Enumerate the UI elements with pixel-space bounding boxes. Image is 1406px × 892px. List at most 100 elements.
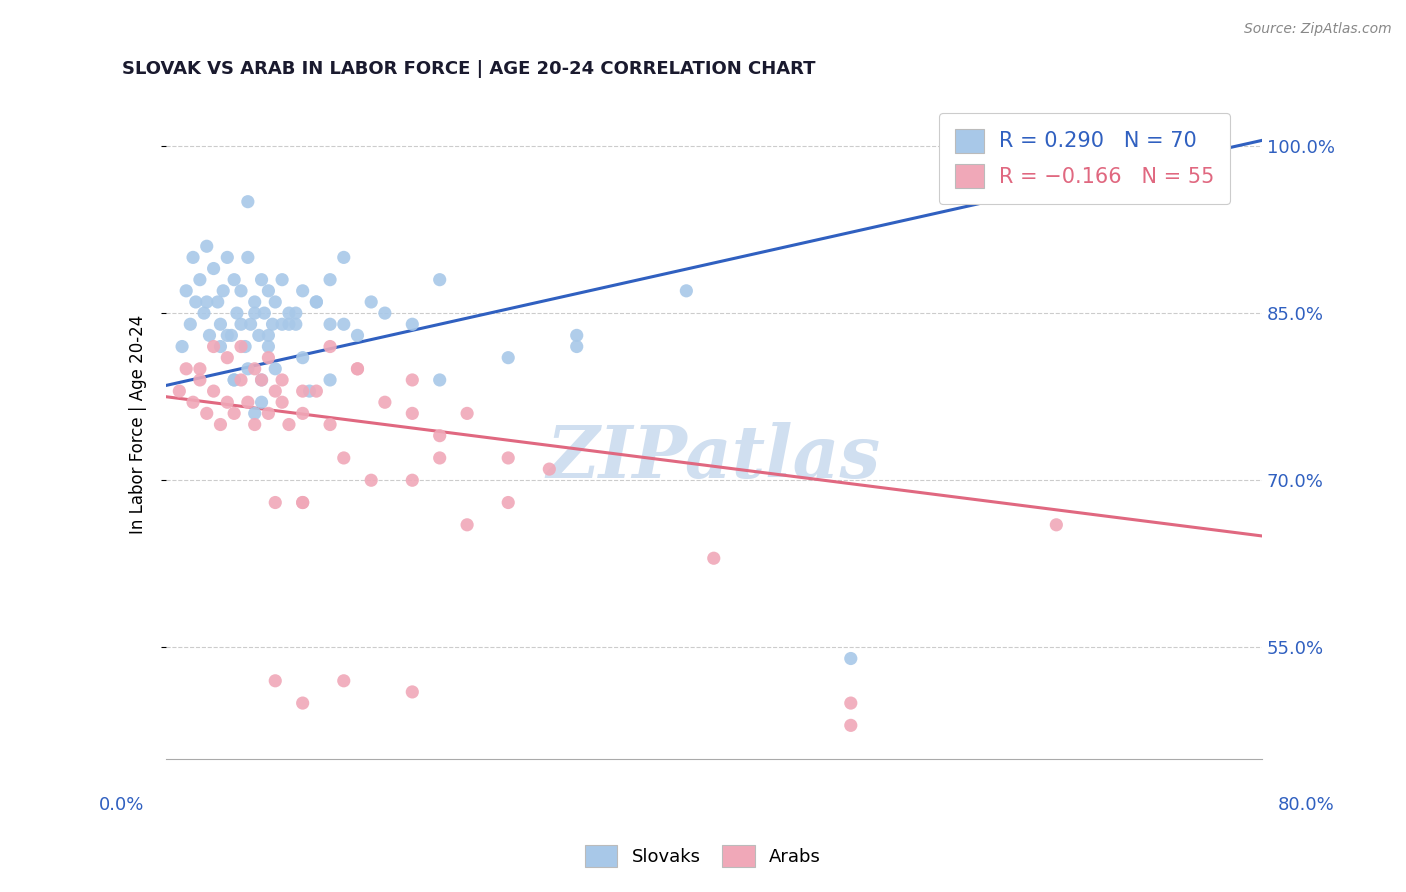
Point [401, 473, 423, 487]
Point [250, 273, 273, 287]
Point [184, 295, 207, 310]
Point [496, 450, 519, 465]
Point [401, 685, 423, 699]
Point [243, 306, 266, 320]
Point [271, 373, 294, 387]
Point [401, 318, 423, 332]
Point [217, 351, 239, 365]
Point [429, 373, 451, 387]
Point [207, 295, 229, 310]
Point [257, 328, 280, 343]
Point [291, 495, 314, 509]
Point [253, 306, 276, 320]
Point [212, 284, 235, 298]
Text: ZIPatlas: ZIPatlas [547, 423, 880, 493]
Point [374, 306, 396, 320]
Point [333, 251, 356, 265]
Point [257, 351, 280, 365]
Point [264, 673, 287, 688]
Point [250, 395, 273, 409]
Point [346, 361, 368, 376]
Point [264, 384, 287, 398]
Point [264, 495, 287, 509]
Point [233, 339, 256, 353]
Point [291, 495, 314, 509]
Point [195, 406, 218, 420]
Text: 0.0%: 0.0% [98, 796, 145, 814]
Point [1045, 517, 1067, 532]
Point [271, 395, 294, 409]
Point [257, 284, 280, 298]
Point [401, 373, 423, 387]
Point [229, 339, 252, 353]
Point [172, 339, 194, 353]
Point [319, 339, 342, 353]
Point [319, 373, 342, 387]
Point [188, 273, 211, 287]
Point [565, 339, 588, 353]
Point [243, 406, 266, 420]
Point [224, 273, 246, 287]
Point [243, 361, 266, 376]
Point [217, 395, 239, 409]
Point [257, 406, 280, 420]
Point [839, 696, 862, 710]
Point [250, 373, 273, 387]
Point [217, 328, 239, 343]
Point [179, 318, 201, 332]
Point [174, 284, 197, 298]
Point [262, 318, 284, 332]
Point [243, 295, 266, 310]
Point [346, 328, 368, 343]
Point [181, 251, 204, 265]
Point [224, 406, 246, 420]
Point [456, 406, 478, 420]
Point [195, 295, 218, 310]
Point [333, 318, 356, 332]
Point [250, 373, 273, 387]
Point [298, 384, 321, 398]
Point [538, 462, 561, 476]
Point [181, 395, 204, 409]
Point [291, 284, 314, 298]
Point [198, 328, 221, 343]
Point [291, 696, 314, 710]
Point [229, 284, 252, 298]
Text: 80.0%: 80.0% [1278, 796, 1334, 814]
Legend: R = 0.290   N = 70, R = −0.166   N = 55: R = 0.290 N = 70, R = −0.166 N = 55 [939, 113, 1230, 203]
Point [291, 351, 314, 365]
Point [703, 551, 725, 566]
Point [224, 373, 246, 387]
Point [319, 417, 342, 432]
Point [257, 339, 280, 353]
Point [839, 718, 862, 732]
Point [209, 318, 232, 332]
Point [305, 295, 328, 310]
Point [291, 406, 314, 420]
Y-axis label: In Labor Force | Age 20-24: In Labor Force | Age 20-24 [129, 315, 146, 534]
Point [284, 318, 307, 332]
Point [239, 318, 262, 332]
Point [333, 673, 356, 688]
Point [229, 318, 252, 332]
Point [305, 295, 328, 310]
Point [264, 361, 287, 376]
Point [319, 318, 342, 332]
Point [271, 318, 294, 332]
Point [319, 273, 342, 287]
Point [360, 295, 382, 310]
Point [221, 328, 243, 343]
Text: Source: ZipAtlas.com: Source: ZipAtlas.com [1244, 22, 1392, 37]
Point [278, 417, 301, 432]
Point [374, 395, 396, 409]
Point [565, 328, 588, 343]
Point [209, 417, 232, 432]
Point [284, 306, 307, 320]
Point [271, 273, 294, 287]
Point [346, 361, 368, 376]
Point [496, 351, 519, 365]
Point [236, 395, 259, 409]
Point [429, 450, 451, 465]
Point [333, 450, 356, 465]
Point [429, 273, 451, 287]
